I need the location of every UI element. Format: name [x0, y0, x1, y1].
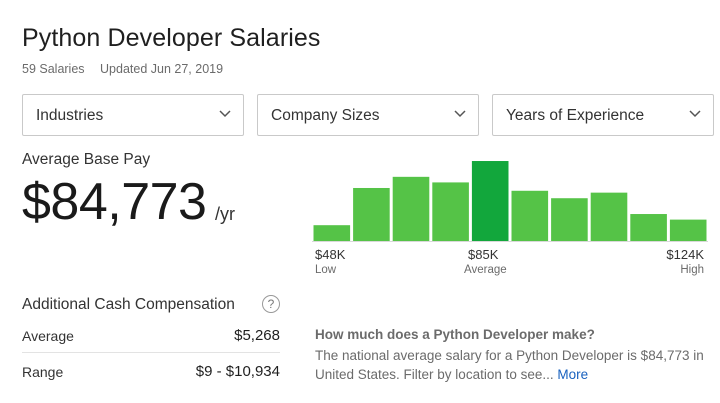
company-sizes-dropdown[interactable]: Company Sizes	[257, 94, 479, 136]
years-of-experience-dropdown-label: Years of Experience	[506, 107, 645, 124]
histogram-bar	[551, 198, 588, 241]
info-question: How much does a Python Developer make?	[315, 327, 595, 342]
histogram-bar	[590, 192, 628, 241]
histogram-bar	[630, 214, 667, 241]
cash-row-value: $9 - $10,934	[195, 363, 280, 380]
histogram-bar	[353, 187, 390, 241]
info-description: The national average salary for a Python…	[315, 346, 705, 384]
years-of-experience-dropdown[interactable]: Years of Experience	[492, 94, 714, 136]
histogram-high-value: $124K	[666, 247, 704, 262]
histogram-bar	[511, 190, 549, 241]
page-title: Python Developer Salaries	[22, 24, 321, 52]
histogram-high-label: High	[680, 264, 704, 276]
histogram-bar	[432, 182, 469, 241]
info-text: The national average salary for a Python…	[315, 348, 704, 382]
help-icon[interactable]: ?	[262, 295, 280, 313]
salary-count: 59 Salaries	[22, 62, 85, 76]
average-base-pay-amount: $84,773	[22, 173, 207, 231]
updated-date: Updated Jun 27, 2019	[100, 62, 224, 76]
chevron-down-icon	[454, 110, 466, 118]
more-link[interactable]: More	[557, 367, 589, 382]
additional-cash-title: Additional Cash Compensation	[22, 296, 235, 313]
salary-histogram	[313, 161, 707, 241]
cash-row-value: $5,268	[234, 327, 280, 344]
industries-dropdown-label: Industries	[36, 107, 104, 124]
cash-row-label: Average	[22, 328, 74, 344]
chevron-down-icon	[689, 110, 701, 118]
divider	[22, 352, 280, 353]
histogram-low-value: $48K	[315, 247, 346, 262]
histogram-bar	[669, 219, 707, 241]
histogram-baseline	[312, 241, 708, 242]
average-base-pay-label: Average Base Pay	[22, 151, 151, 168]
histogram-average-label: Average	[464, 264, 507, 276]
chevron-down-icon	[219, 110, 231, 118]
company-sizes-dropdown-label: Company Sizes	[271, 107, 380, 124]
histogram-bar-average	[471, 161, 509, 241]
industries-dropdown[interactable]: Industries	[22, 94, 244, 136]
cash-row-label: Range	[22, 364, 64, 380]
histogram-average-value: $85K	[468, 247, 499, 262]
salary-meta: 59 Salaries Updated Jun 27, 2019	[22, 62, 223, 76]
histogram-bar	[313, 225, 351, 241]
histogram-low-label: Low	[315, 264, 337, 276]
pay-unit: /yr	[215, 204, 235, 224]
histogram-bar	[392, 176, 430, 241]
